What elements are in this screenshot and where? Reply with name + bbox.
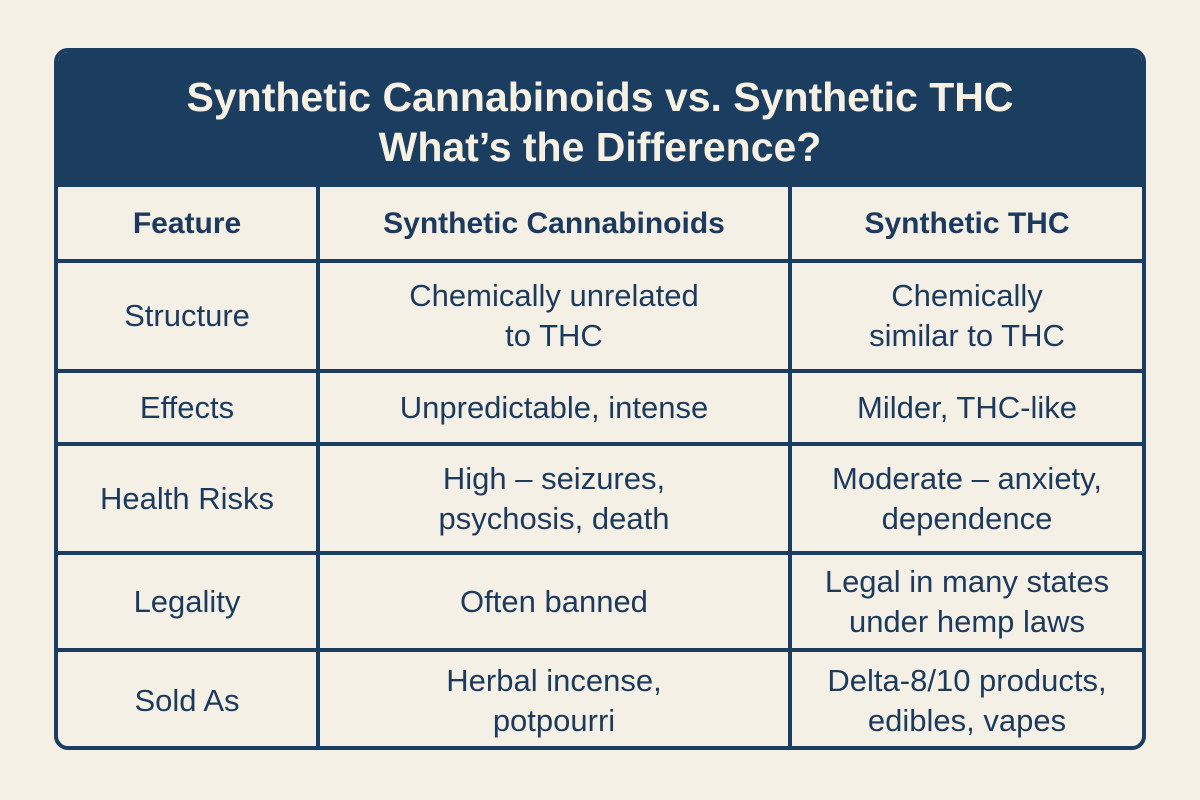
- cell-line: Delta-8/10 products,: [827, 663, 1107, 698]
- cannabinoids-cell: Herbal incense, potpourri: [320, 652, 792, 746]
- table-row-structure: Structure Chemically unrelated to THC Che…: [58, 259, 1142, 369]
- header-synthetic-cannabinoids: Synthetic Cannabinoids: [320, 187, 792, 261]
- comparison-table: Feature Synthetic Cannabinoids Synthetic…: [58, 187, 1142, 746]
- cannabinoids-cell: Often banned: [320, 555, 792, 648]
- table-row-health-risks: Health Risks High – seizures, psychosis, …: [58, 442, 1142, 551]
- thc-cell: Chemically similar to THC: [792, 263, 1142, 369]
- cannabinoids-cell: High – seizures, psychosis, death: [320, 446, 792, 551]
- cell-line: potpourri: [492, 703, 616, 738]
- header-feature: Feature: [58, 187, 320, 261]
- cell-line: under hemp laws: [848, 603, 1086, 639]
- feature-cell: Sold As: [58, 652, 320, 746]
- table-row-sold-as: Sold As Herbal incense, potpourri Delta-8…: [58, 648, 1142, 746]
- page-title: Synthetic Cannabinoids vs. Synthetic THC…: [58, 52, 1142, 187]
- thc-cell: Moderate – anxiety, dependence: [792, 446, 1142, 551]
- thc-cell: Legal in many states under hemp laws: [792, 555, 1142, 648]
- feature-cell: Structure: [58, 263, 320, 369]
- cell-line: High – seizures,: [442, 460, 666, 496]
- cell-line: to THC: [505, 318, 603, 353]
- cannabinoids-cell: Unpredictable, intense: [320, 373, 792, 442]
- title-line-2: What’s the Difference?: [378, 123, 822, 170]
- comparison-card: Synthetic Cannabinoids vs. Synthetic THC…: [54, 48, 1146, 750]
- feature-cell: Legality: [58, 555, 320, 648]
- cell-line: similar to THC: [869, 318, 1065, 353]
- header-synthetic-thc: Synthetic THC: [864, 207, 1070, 240]
- table-row-legality: Legality Often banned Legal in many stat…: [58, 551, 1142, 648]
- table-row-effects: Effects Unpredictable, intense Milder, T…: [58, 369, 1142, 442]
- cannabinoids-cell: Chemically unrelated to THC: [320, 263, 792, 369]
- cell-line: Moderate – anxiety,: [832, 460, 1102, 496]
- thc-cell: Delta-8/10 products, edibles, vapes: [792, 652, 1142, 746]
- feature-cell: Effects: [58, 373, 320, 442]
- thc-cell: Milder, THC-like: [857, 389, 1077, 425]
- title-line-1: Synthetic Cannabinoids vs. Synthetic THC: [186, 73, 1014, 120]
- table-header-row: Feature Synthetic Cannabinoids Synthetic…: [58, 187, 1142, 261]
- cell-line: dependence: [881, 500, 1053, 536]
- cell-line: Chemically unrelated: [409, 278, 699, 313]
- cell-line: Legal in many states: [824, 563, 1110, 599]
- cell-line: Chemically: [891, 278, 1043, 313]
- cell-line: psychosis, death: [438, 500, 670, 536]
- cell-line: edibles, vapes: [867, 703, 1067, 738]
- feature-cell: Health Risks: [58, 446, 320, 551]
- cell-line: Herbal incense,: [446, 663, 662, 698]
